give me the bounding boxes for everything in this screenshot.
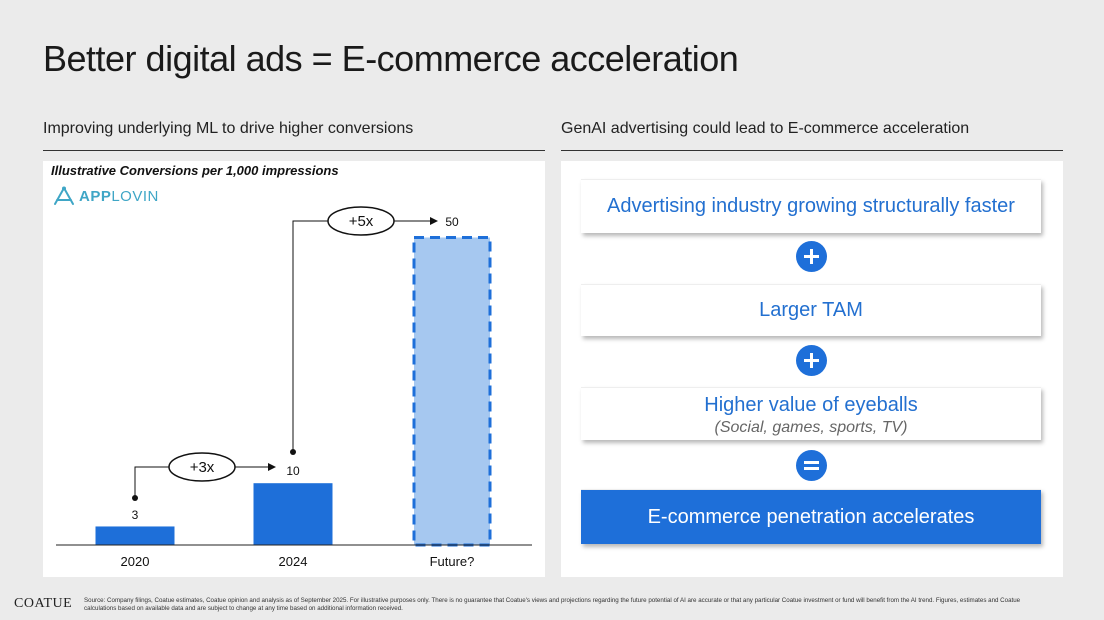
conversions-chart: 2020 2024 Future? 3 10 50 +3x +5x [56,206,532,569]
flow-box-larger-tam: Larger TAM [581,284,1041,336]
flow-box-result: E-commerce penetration accelerates [581,489,1041,544]
data-label: 3 [132,508,139,522]
applovin-logo-icon [54,186,74,205]
growth-bubble-5x [327,206,395,236]
flow-box-note: (Social, games, sports, TV) [714,419,908,436]
right-subtitle: GenAI advertising could lead to E-commer… [561,120,970,137]
flow-box-eyeball-value: Higher value of eyeballs (Social, games,… [581,387,1041,440]
growth-label-5x: +5x [349,213,374,230]
growth-bubble-3x [168,452,236,482]
x-tick-label: 2024 [279,554,308,569]
data-label: 50 [445,215,459,229]
bar-2024 [253,483,333,545]
page-title: Better digital ads = E-commerce accelera… [43,38,739,79]
growth-label-3x: +3x [190,459,215,476]
applovin-logo: APPLOVIN [53,186,159,206]
x-tick-label: Future? [430,554,475,569]
plus-icon [796,345,827,376]
bar-future [412,236,492,547]
flow-box-label: E-commerce penetration accelerates [647,506,975,528]
flow-box-label: Higher value of eyeballs [704,394,918,416]
logo-text-bold: APP [79,187,112,205]
plus-icon [796,241,827,272]
coatue-brand: COATUE [14,596,73,611]
flow-box-industry-growth: Advertising industry growing structurall… [581,179,1041,233]
source-footnote: Source: Company filings, Coatue estimate… [84,597,1021,612]
left-divider [43,150,545,151]
chart-note: Illustrative Conversions per 1,000 impre… [51,163,339,178]
x-tick-label: 2020 [121,554,150,569]
left-subtitle: Improving underlying ML to drive higher … [43,120,414,137]
flow-box-label: Larger TAM [759,299,863,321]
right-divider [561,150,1063,151]
logo-text-light: LOVIN [111,187,159,205]
bar-2020 [95,526,175,545]
equals-icon [796,450,827,481]
flow-box-label: Advertising industry growing structurall… [607,195,1015,217]
data-label: 10 [286,464,300,478]
